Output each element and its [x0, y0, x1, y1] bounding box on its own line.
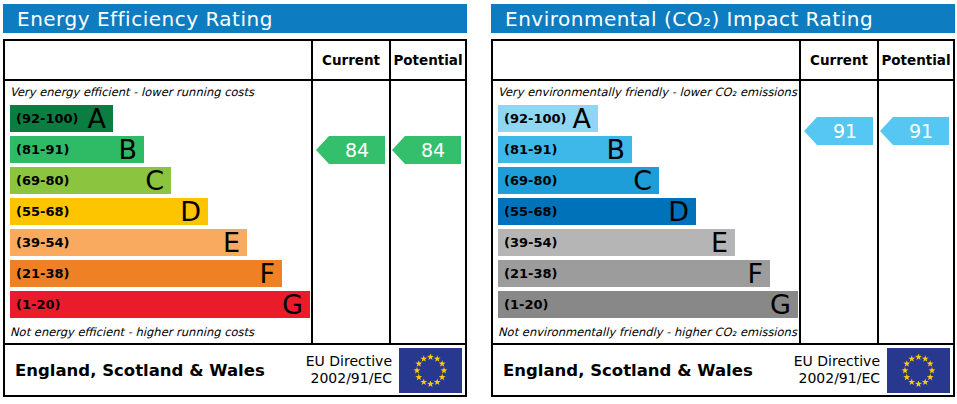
- top-caption: Very energy efficient - lower running co…: [10, 85, 311, 99]
- arrow-tip-icon: [880, 117, 893, 145]
- band-letter: A: [573, 106, 591, 132]
- table-footer-row: England, Scotland & Wales EU Directive 2…: [493, 345, 953, 395]
- current-rating-value: 84: [345, 139, 369, 161]
- rating-scale-row: Very environmentally friendly - lower CO…: [493, 81, 953, 345]
- eu-directive-line1: EU Directive: [794, 353, 880, 370]
- band-letter: C: [633, 168, 652, 194]
- band-row-d: (55-68) D: [10, 198, 208, 225]
- energy-efficiency-panel: Energy Efficiency Rating Current Potenti…: [3, 4, 467, 397]
- band-letter: C: [145, 168, 164, 194]
- arrow-tip-icon: [392, 136, 405, 164]
- band-range-label: (1-20): [504, 297, 548, 312]
- bottom-caption: Not energy efficient - higher running co…: [10, 325, 311, 339]
- band-area: Very energy efficient - lower running co…: [5, 81, 311, 343]
- eu-directive-label: EU Directive 2002/91/EC: [794, 353, 880, 386]
- band-range-label: (81-91): [504, 142, 557, 157]
- band-row-f: (21-38) F: [498, 260, 770, 287]
- band-letter: A: [88, 106, 106, 132]
- band-range-label: (55-68): [16, 204, 69, 219]
- band-row-g: (1-20) G: [10, 291, 310, 318]
- band-letter: B: [118, 137, 137, 163]
- bottom-caption: Not environmentally friendly - higher CO…: [498, 325, 799, 339]
- current-rating-arrow: 91: [804, 117, 873, 145]
- potential-rating-column: 84: [389, 81, 465, 343]
- table-header-row: Current Potential: [5, 41, 465, 81]
- band-row-a: (92-100) A: [498, 105, 598, 132]
- band-range-label: (55-68): [504, 204, 557, 219]
- arrow-tip-icon: [804, 117, 817, 145]
- band-range-label: (21-38): [16, 266, 69, 281]
- band-row-a: (92-100) A: [10, 105, 113, 132]
- eu-directive-line2: 2002/91/EC: [794, 370, 880, 387]
- eu-directive-line1: EU Directive: [306, 353, 392, 370]
- band-range-label: (69-80): [16, 173, 69, 188]
- band-letter: D: [668, 199, 689, 225]
- potential-rating-arrow: 91: [880, 117, 949, 145]
- band-row-g: (1-20) G: [498, 291, 798, 318]
- band-row-e: (39-54) E: [498, 229, 735, 256]
- region-label: England, Scotland & Wales: [15, 361, 306, 380]
- current-rating-column: 91: [799, 81, 877, 343]
- current-column-header: Current: [311, 41, 389, 79]
- arrow-tip-icon: [316, 136, 329, 164]
- band-range-label: (81-91): [16, 142, 69, 157]
- band-range-label: (39-54): [504, 235, 557, 250]
- band-range-label: (1-20): [16, 297, 60, 312]
- potential-rating-value: 84: [421, 139, 445, 161]
- band-letter: E: [711, 230, 728, 256]
- band-area: Very environmentally friendly - lower CO…: [493, 81, 799, 343]
- band-letter: G: [282, 292, 303, 318]
- empty-header-cell: [5, 41, 311, 79]
- table-footer-row: England, Scotland & Wales EU Directive 2…: [5, 345, 465, 395]
- energy-efficiency-table: Current Potential Very energy efficient …: [3, 39, 467, 397]
- potential-rating-column: 91: [877, 81, 953, 343]
- potential-rating-arrow: 84: [392, 136, 461, 164]
- potential-rating-value: 91: [909, 120, 933, 142]
- rating-scale-row: Very energy efficient - lower running co…: [5, 81, 465, 345]
- eu-flag-icon: [887, 348, 950, 393]
- table-header-row: Current Potential: [493, 41, 953, 81]
- top-caption: Very environmentally friendly - lower CO…: [498, 85, 799, 99]
- region-label: England, Scotland & Wales: [503, 361, 794, 380]
- band-range-label: (21-38): [504, 266, 557, 281]
- eu-directive-line2: 2002/91/EC: [306, 370, 392, 387]
- band-row-f: (21-38) F: [10, 260, 282, 287]
- band-range-label: (69-80): [504, 173, 557, 188]
- eu-directive-label: EU Directive 2002/91/EC: [306, 353, 392, 386]
- band-letter: D: [180, 199, 201, 225]
- band-range-label: (39-54): [16, 235, 69, 250]
- band-letter: G: [770, 292, 791, 318]
- band-range-label: (92-100): [504, 111, 567, 126]
- band-row-c: (69-80) C: [498, 167, 659, 194]
- potential-column-header: Potential: [877, 41, 953, 79]
- potential-column-header: Potential: [389, 41, 465, 79]
- band-letter: F: [747, 261, 763, 287]
- current-column-header: Current: [799, 41, 877, 79]
- environmental-impact-panel: Environmental (CO₂) Impact Rating Curren…: [491, 4, 955, 397]
- current-rating-arrow: 84: [316, 136, 385, 164]
- eu-flag-icon: [399, 348, 462, 393]
- band-letter: B: [606, 137, 625, 163]
- band-letter: F: [259, 261, 275, 287]
- empty-header-cell: [493, 41, 799, 79]
- environmental-impact-title: Environmental (CO₂) Impact Rating: [491, 4, 955, 33]
- band-row-b: (81-91) B: [10, 136, 144, 163]
- current-rating-value: 91: [833, 120, 857, 142]
- band-letter: E: [223, 230, 240, 256]
- band-row-b: (81-91) B: [498, 136, 632, 163]
- band-row-e: (39-54) E: [10, 229, 247, 256]
- band-row-d: (55-68) D: [498, 198, 696, 225]
- environmental-impact-table: Current Potential Very environmentally f…: [491, 39, 955, 397]
- current-rating-column: 84: [311, 81, 389, 343]
- epc-certificate: Energy Efficiency Rating Current Potenti…: [0, 0, 957, 397]
- band-row-c: (69-80) C: [10, 167, 171, 194]
- energy-efficiency-title: Energy Efficiency Rating: [3, 4, 467, 33]
- band-range-label: (92-100): [16, 111, 79, 126]
